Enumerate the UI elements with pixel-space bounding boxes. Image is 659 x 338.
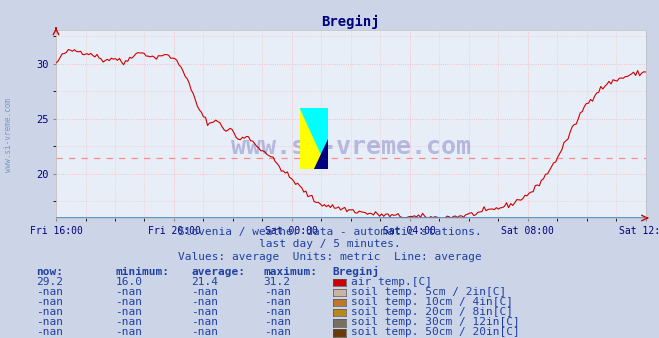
Text: -nan: -nan [191,317,218,327]
Text: minimum:: minimum: [115,267,169,277]
Text: 31.2: 31.2 [264,276,291,287]
Text: -nan: -nan [36,297,63,307]
Text: -nan: -nan [115,317,142,327]
Polygon shape [300,108,328,169]
Polygon shape [314,139,328,169]
Text: www.si-vreme.com: www.si-vreme.com [4,98,13,172]
Text: Values: average  Units: metric  Line: average: Values: average Units: metric Line: aver… [178,251,481,262]
Title: Breginj: Breginj [322,15,380,29]
Text: -nan: -nan [264,327,291,337]
Text: -nan: -nan [115,307,142,317]
Text: Breginj: Breginj [333,266,380,277]
Text: -nan: -nan [191,287,218,297]
Text: www.si-vreme.com: www.si-vreme.com [231,135,471,159]
Text: soil temp. 30cm / 12in[C]: soil temp. 30cm / 12in[C] [351,317,520,327]
Text: last day / 5 minutes.: last day / 5 minutes. [258,239,401,249]
Text: soil temp. 50cm / 20in[C]: soil temp. 50cm / 20in[C] [351,327,520,337]
Text: maximum:: maximum: [264,267,318,277]
Text: soil temp. 10cm / 4in[C]: soil temp. 10cm / 4in[C] [351,297,513,307]
Text: soil temp. 5cm / 2in[C]: soil temp. 5cm / 2in[C] [351,287,507,297]
Text: -nan: -nan [191,327,218,337]
Text: -nan: -nan [115,327,142,337]
Text: -nan: -nan [264,287,291,297]
Text: -nan: -nan [115,287,142,297]
Text: 29.2: 29.2 [36,276,63,287]
Text: 21.4: 21.4 [191,276,218,287]
Text: -nan: -nan [264,317,291,327]
Text: -nan: -nan [191,297,218,307]
Text: soil temp. 20cm / 8in[C]: soil temp. 20cm / 8in[C] [351,307,513,317]
Text: -nan: -nan [36,307,63,317]
Text: average:: average: [191,267,245,277]
Text: air temp.[C]: air temp.[C] [351,276,432,287]
Text: -nan: -nan [264,297,291,307]
Text: -nan: -nan [115,297,142,307]
Text: -nan: -nan [191,307,218,317]
Text: Slovenia / weather data - automatic stations.: Slovenia / weather data - automatic stat… [178,227,481,237]
Text: -nan: -nan [36,317,63,327]
Text: now:: now: [36,267,63,277]
Text: -nan: -nan [36,287,63,297]
Polygon shape [300,108,328,169]
Text: 16.0: 16.0 [115,276,142,287]
Text: -nan: -nan [264,307,291,317]
Text: -nan: -nan [36,327,63,337]
